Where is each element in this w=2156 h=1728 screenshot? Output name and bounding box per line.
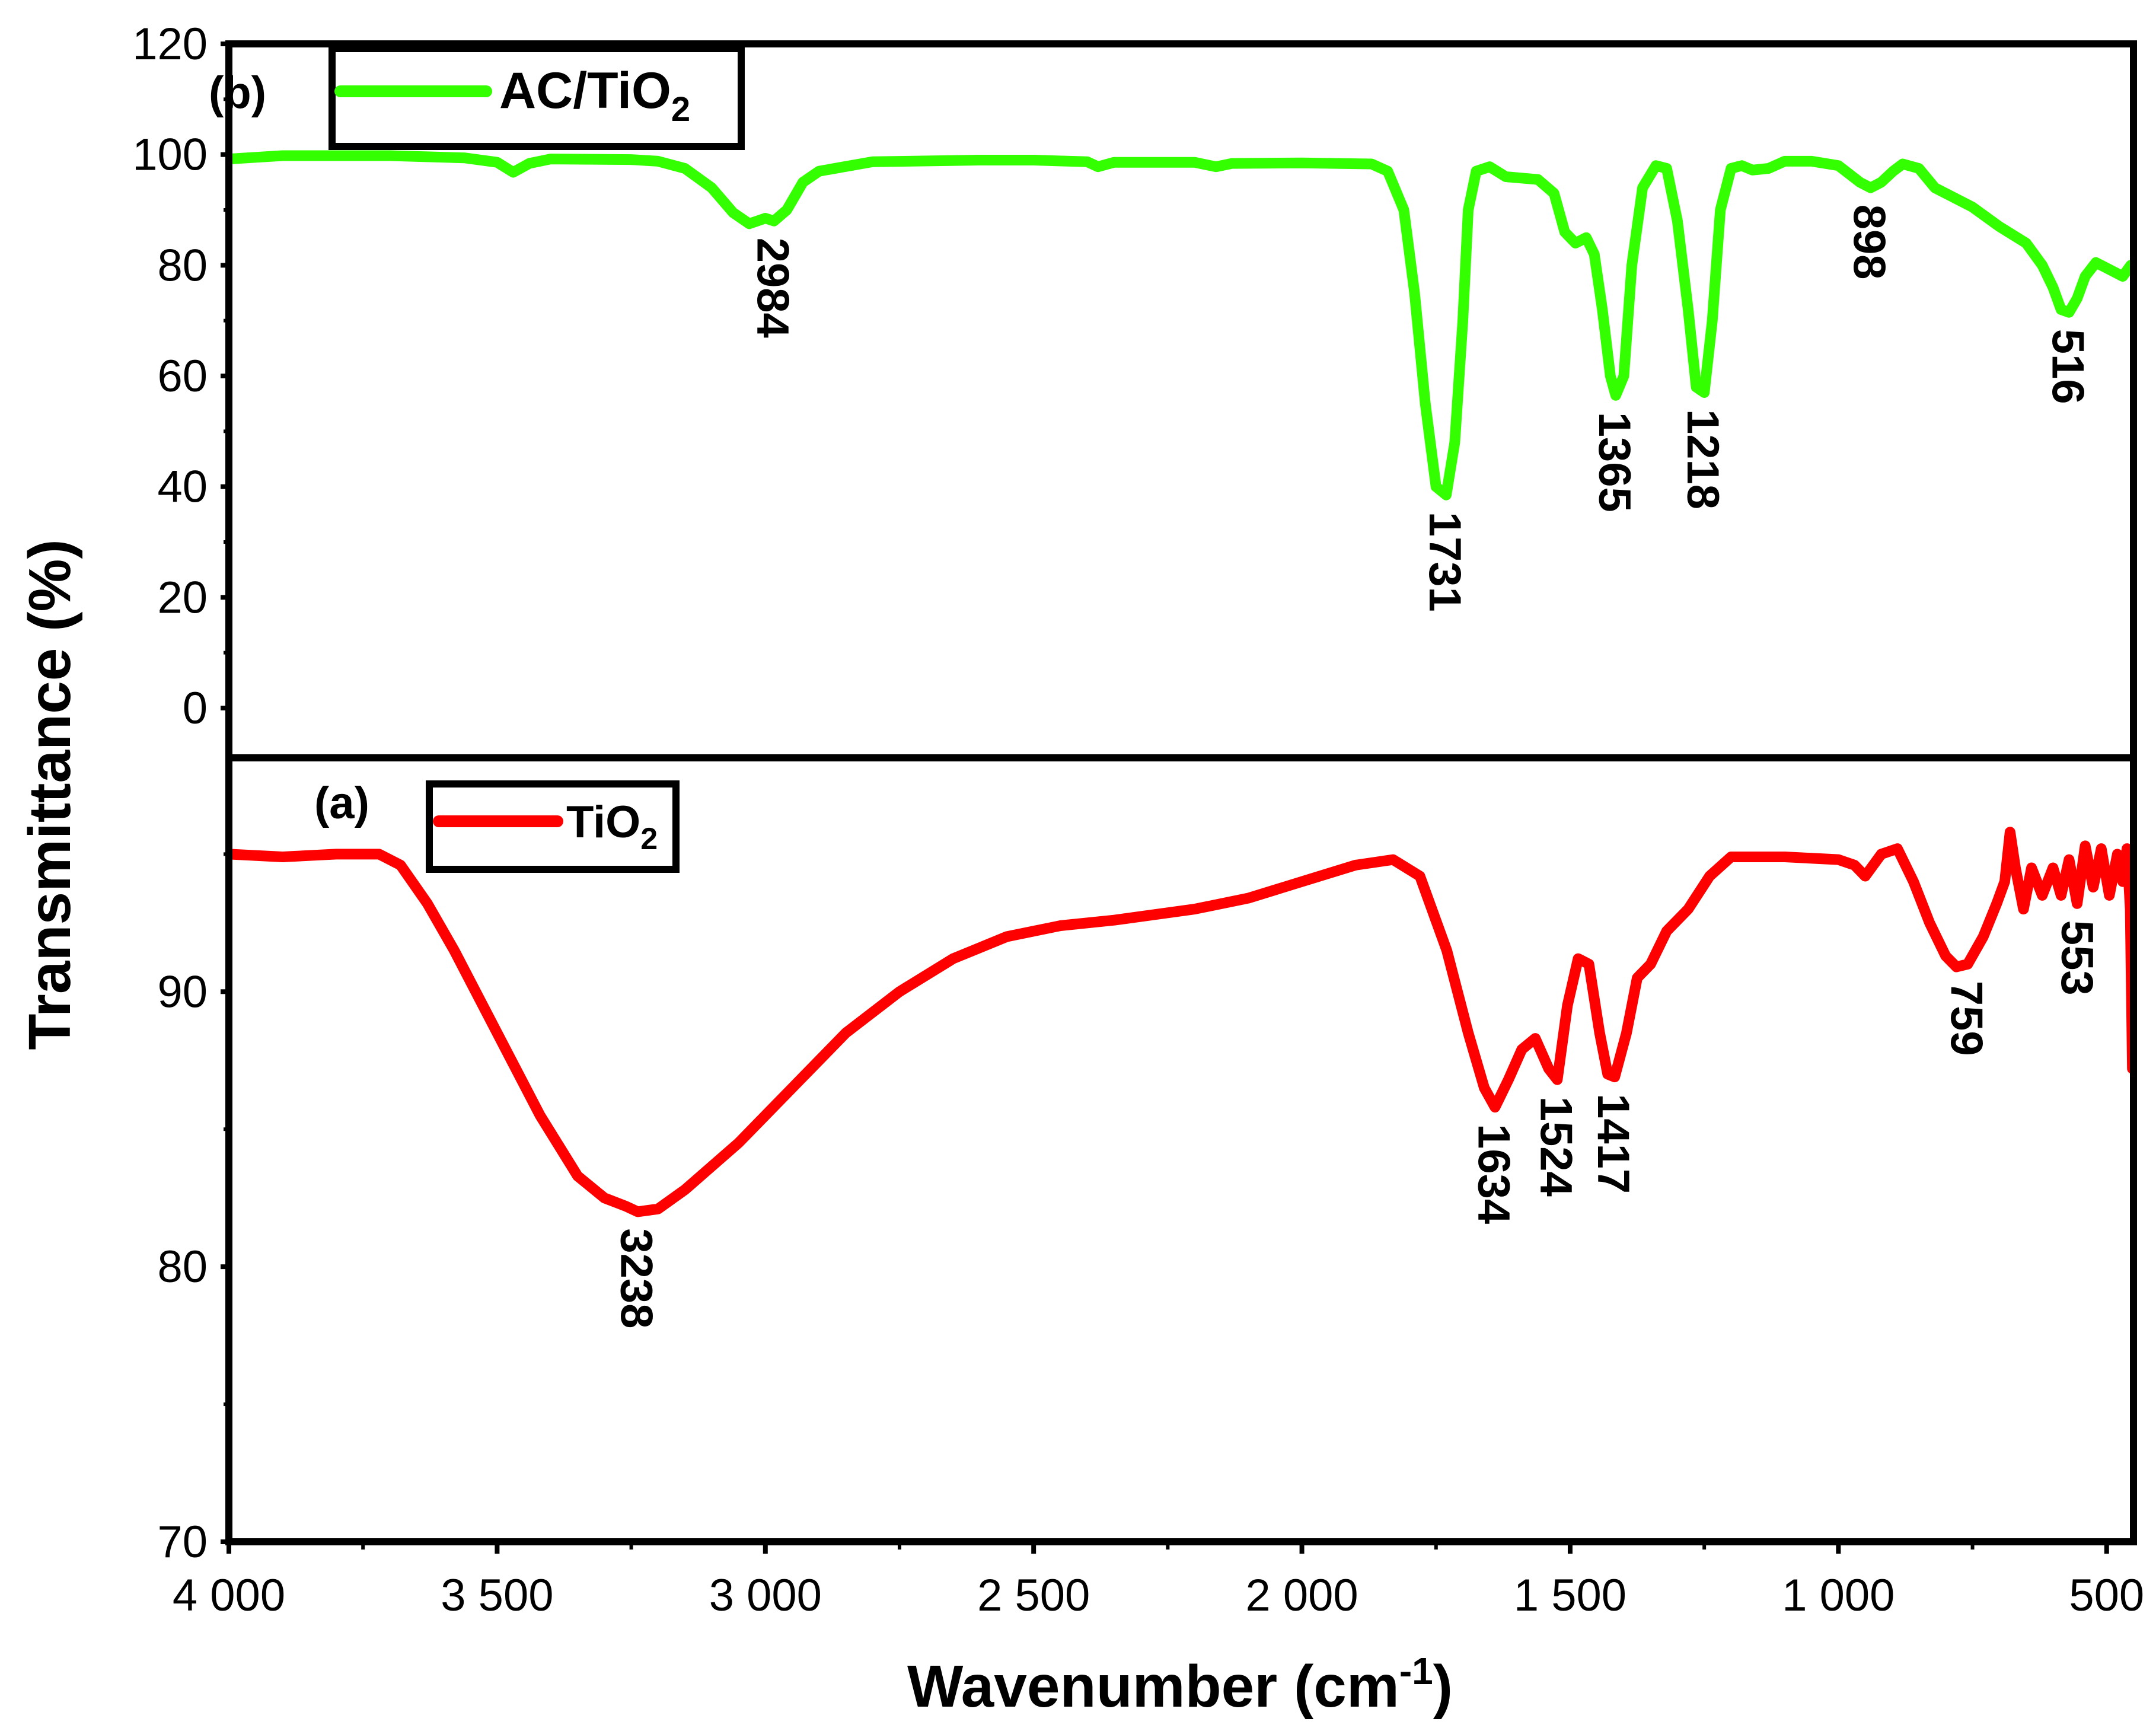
series-line-ac-tio2: [229, 150, 2133, 500]
x-axis-title: Wavenumber (cm-1): [907, 1650, 1453, 1720]
legend-b-label: AC/TiO2: [499, 62, 690, 129]
x-tick-label-3500: 3 500: [441, 1570, 553, 1621]
y-tick-label-b-80: 80: [157, 240, 208, 291]
x-tick-label-3000: 3 000: [709, 1570, 822, 1621]
legend-a-label: TiO2: [566, 797, 658, 856]
x-tick-label-2500: 2 500: [977, 1570, 1090, 1621]
x-tick-label-500: 500: [2069, 1570, 2144, 1621]
tick-layer: [221, 42, 2109, 1554]
legend-b: (b) AC/TiO2: [209, 45, 745, 150]
panel-a-frame: [225, 754, 2137, 1545]
peak-label-1365: 1365: [1589, 412, 1640, 512]
x-tick-label-4000: 4 000: [173, 1570, 285, 1621]
y-tick-label-a-80: 80: [157, 1242, 208, 1292]
tick-label-layer: 0 20 40 60 80 100 120 70 80 90 4 000 3 500 3 000 2 50…: [132, 19, 2144, 1621]
peak-label-516: 516: [2042, 329, 2093, 404]
peak-label-898: 898: [1844, 205, 1895, 280]
panel-label-b: (b): [209, 68, 266, 118]
panel-label-a: (a): [314, 778, 369, 828]
panel-b-frame: [225, 40, 2137, 761]
peak-label-1634: 1634: [1468, 1124, 1519, 1224]
y-tick-label-a-90: 90: [157, 967, 208, 1017]
legend-b-box: [328, 45, 745, 150]
peak-label-553: 553: [2052, 920, 2102, 996]
y-tick-label-b-60: 60: [157, 351, 208, 401]
y-tick-label-a-70: 70: [157, 1517, 208, 1567]
y-tick-label-b-20: 20: [157, 572, 208, 623]
peak-label-759: 759: [1941, 981, 1991, 1056]
legend-a: (a) TiO2: [314, 778, 680, 873]
peak-label-3238: 3238: [611, 1228, 661, 1328]
x-tick-label-1000: 1 000: [1782, 1570, 1895, 1621]
peak-label-2984: 2984: [747, 238, 798, 338]
y-tick-label-b-40: 40: [157, 462, 208, 512]
peak-label-1731: 1731: [1420, 512, 1470, 612]
peak-label-1417: 1417: [1588, 1093, 1638, 1194]
y-tick-label-b-120: 120: [132, 19, 208, 69]
peak-label-1218: 1218: [1677, 409, 1728, 509]
y-tick-label-b-100: 100: [132, 130, 208, 180]
x-tick-label-2000: 2 000: [1245, 1570, 1358, 1621]
y-tick-label-b-0: 0: [183, 683, 208, 734]
peak-label-layer: 2984 1731 1365 1218 898 516 3238 1634 1524 1417 75…: [611, 205, 2101, 1329]
y-axis-title: Transmittance (%): [17, 539, 83, 1050]
peak-label-1524: 1524: [1530, 1096, 1581, 1197]
series-line-tio2: [229, 827, 2133, 1217]
x-tick-label-1500: 1 500: [1514, 1570, 1626, 1621]
